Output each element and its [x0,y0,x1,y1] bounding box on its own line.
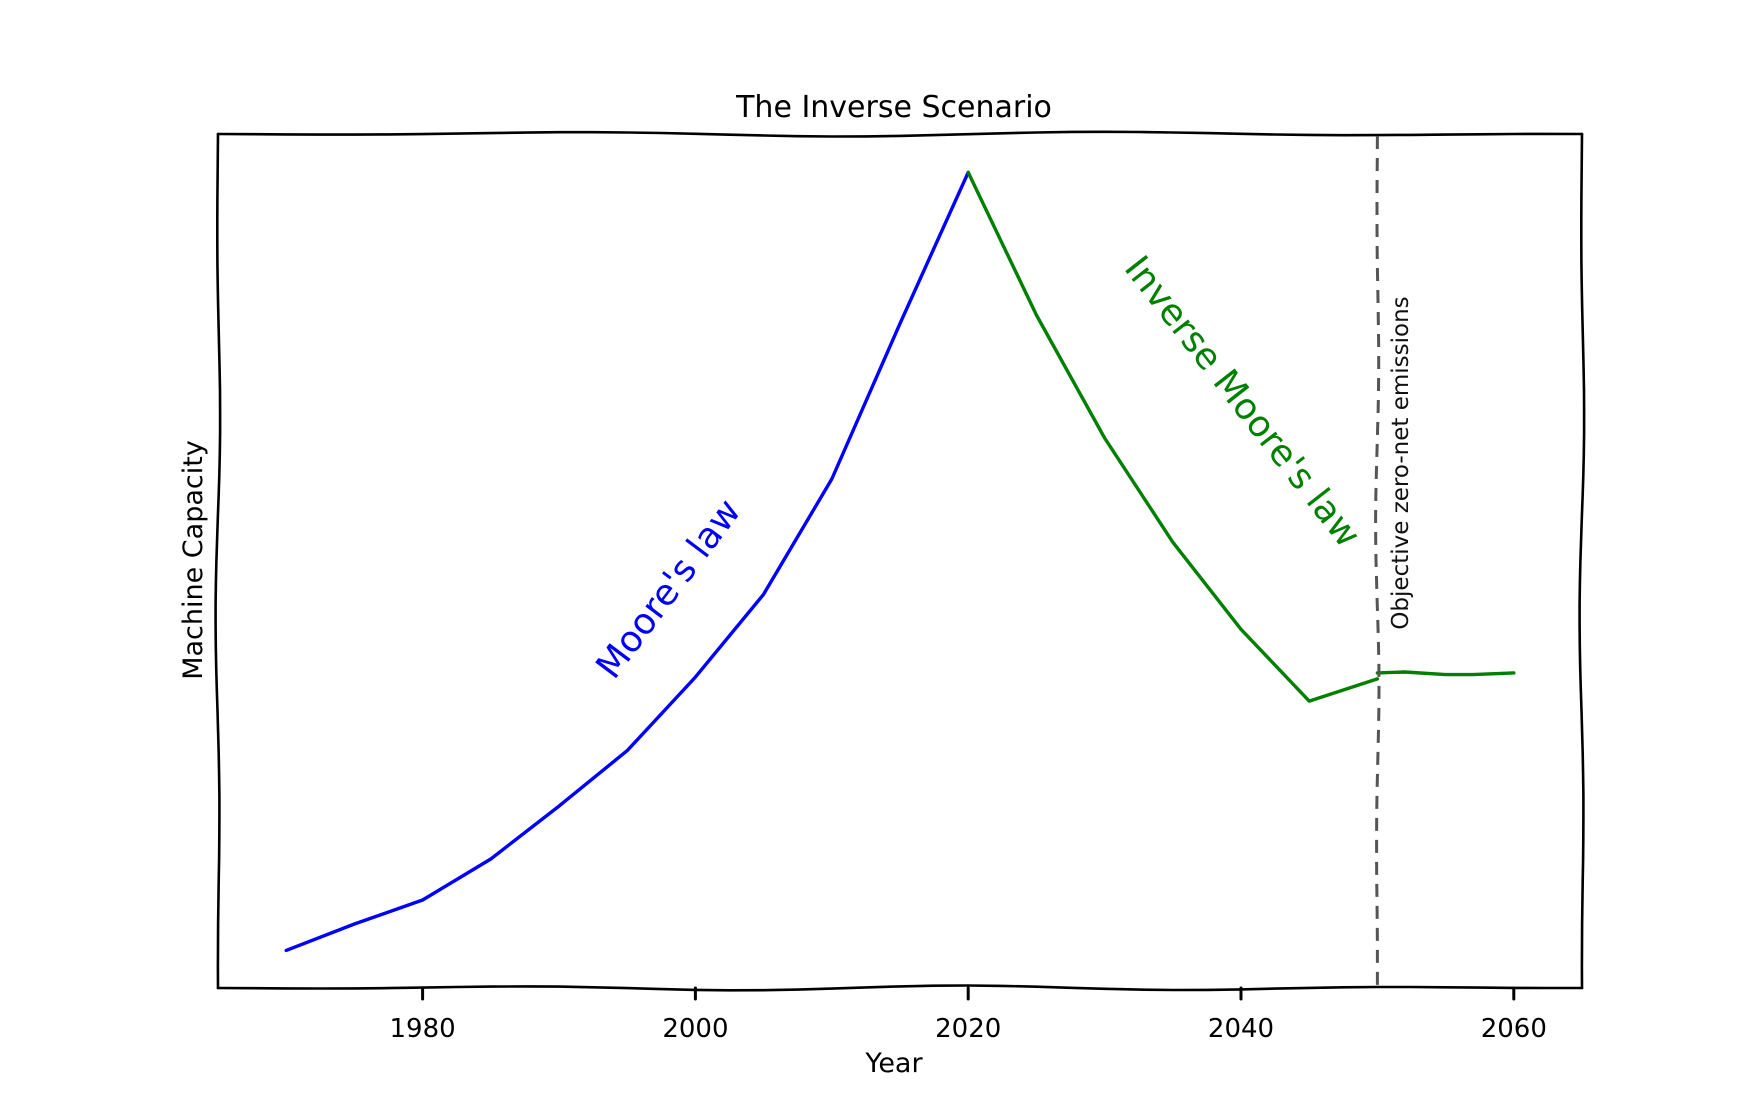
plot-frame [214,130,1586,992]
series-group [284,170,1516,953]
x-axis-label: Year [864,1048,923,1079]
annotation-inverse-moores-law: Inverse Moore's law [1116,249,1368,555]
series-line-1 [966,170,1380,703]
y-axis-label: Machine Capacity [178,440,209,680]
vline-group [1374,135,1381,985]
x-tick-label: 2040 [1208,1014,1274,1044]
x-tick-label: 1980 [390,1014,456,1044]
x-tick-label: 2020 [935,1014,1001,1044]
series-line-0 [284,170,970,953]
frame-right [1578,132,1586,990]
frame-left [214,132,222,990]
series-line-2 [1375,670,1516,677]
objective-dashed-line [1374,135,1381,985]
vline-label: Objective zero-net emissions [1388,296,1414,629]
annotation-moores-law: Moore's law [588,492,749,687]
x-tick-label: 2000 [662,1014,728,1044]
x-axis-ticks: 1980 2000 2020 2040 2060 [390,986,1547,1044]
chart-title: The Inverse Scenario [735,90,1052,125]
frame-top [216,130,1584,138]
x-tick-label: 2060 [1481,1014,1547,1044]
frame-bottom [216,984,1584,992]
